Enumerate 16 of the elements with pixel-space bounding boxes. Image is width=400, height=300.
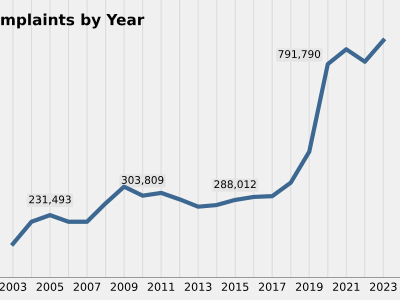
text: mplaints by Year <box>1 14 144 28</box>
x-tick-label: 2003 <box>0 282 26 291</box>
x-tick-label: 2005 <box>36 282 64 291</box>
x-tick-label: 2013 <box>184 282 212 291</box>
x-tick-label: 2015 <box>222 282 248 291</box>
x-tick-label: 2009 <box>110 282 138 291</box>
x-tick-label: 2007 <box>74 282 100 291</box>
x-tick-label: 2021 <box>332 282 360 291</box>
data-label: 231,493 <box>29 196 71 204</box>
data-label: 791,790 <box>278 50 320 60</box>
x-tick-label: 2023 <box>370 282 397 291</box>
data-label: 303,809 <box>122 176 164 185</box>
x-tick-label: 2017 <box>258 282 286 291</box>
data-label: 288,012 <box>214 180 256 190</box>
x-tick-label: 2019 <box>296 282 323 291</box>
x-tick-label: 2011 <box>148 282 174 291</box>
